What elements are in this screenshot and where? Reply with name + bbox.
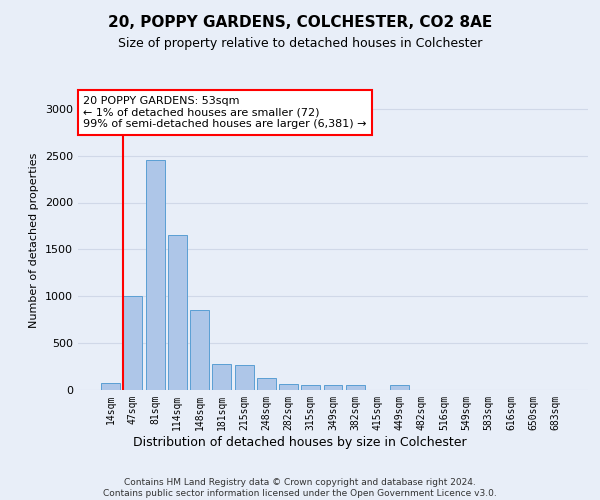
Bar <box>323 385 343 390</box>
Text: Contains HM Land Registry data © Crown copyright and database right 2024.
Contai: Contains HM Land Registry data © Crown c… <box>103 478 497 498</box>
Text: Distribution of detached houses by size in Colchester: Distribution of detached houses by size … <box>133 436 467 449</box>
Bar <box>390 386 409 390</box>
Text: 20, POPPY GARDENS, COLCHESTER, CO2 8AE: 20, POPPY GARDENS, COLCHESTER, CO2 8AE <box>108 15 492 30</box>
Bar <box>124 296 142 390</box>
Bar <box>257 378 276 390</box>
Bar <box>279 384 298 390</box>
Bar <box>168 236 187 390</box>
Y-axis label: Number of detached properties: Number of detached properties <box>29 152 40 328</box>
Text: Size of property relative to detached houses in Colchester: Size of property relative to detached ho… <box>118 38 482 51</box>
Bar <box>146 160 164 390</box>
Bar <box>101 384 120 390</box>
Bar <box>212 364 231 390</box>
Bar <box>190 310 209 390</box>
Bar <box>235 364 254 390</box>
Text: 20 POPPY GARDENS: 53sqm
← 1% of detached houses are smaller (72)
99% of semi-det: 20 POPPY GARDENS: 53sqm ← 1% of detached… <box>83 96 367 129</box>
Bar <box>346 386 365 390</box>
Bar <box>301 385 320 390</box>
